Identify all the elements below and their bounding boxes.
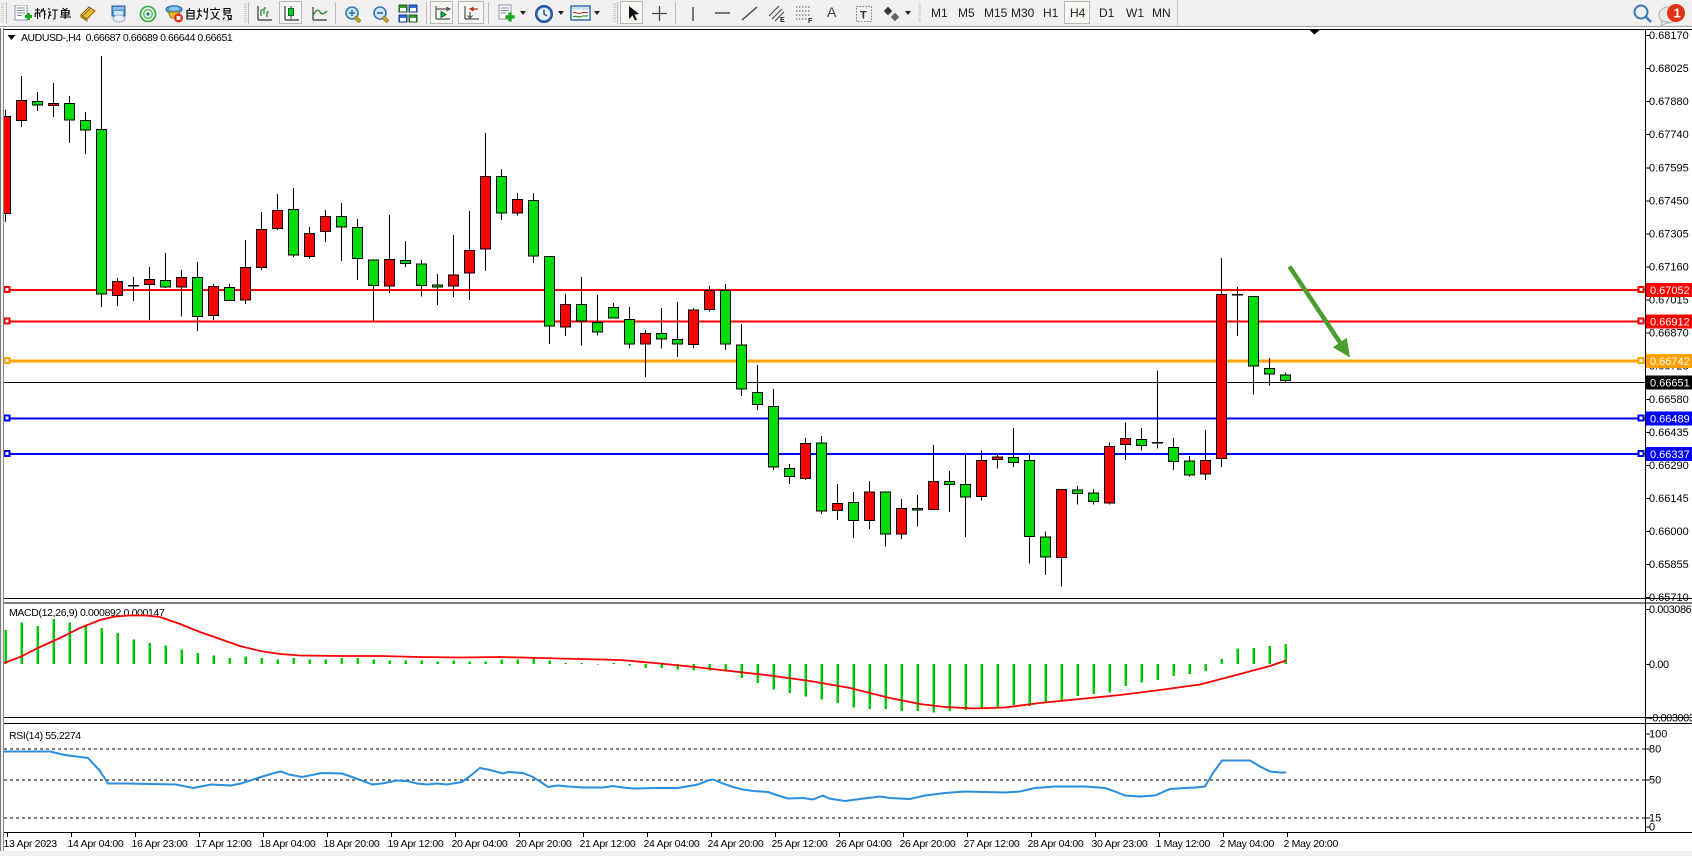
svg-text:27 Apr 12:00: 27 Apr 12:00 <box>964 838 1020 850</box>
svg-text:21 Apr 12:00: 21 Apr 12:00 <box>580 838 636 850</box>
svg-text:0.66145: 0.66145 <box>1649 493 1689 505</box>
svg-text:0.66742: 0.66742 <box>1650 356 1690 368</box>
svg-text:30 Apr 23:00: 30 Apr 23:00 <box>1092 838 1148 850</box>
svg-text:26 Apr 20:00: 26 Apr 20:00 <box>900 838 956 850</box>
svg-text:2 May 20:00: 2 May 20:00 <box>1284 838 1339 850</box>
svg-text:0.65855: 0.65855 <box>1649 559 1689 571</box>
svg-text:19 Apr 12:00: 19 Apr 12:00 <box>388 838 444 850</box>
svg-text:2 May 04:00: 2 May 04:00 <box>1220 838 1275 850</box>
svg-text:0.66337: 0.66337 <box>1650 449 1690 461</box>
svg-text:100: 100 <box>1649 728 1667 740</box>
svg-text:0.67880: 0.67880 <box>1649 96 1689 108</box>
svg-text:24 Apr 04:00: 24 Apr 04:00 <box>644 838 700 850</box>
svg-text:0.67052: 0.67052 <box>1650 285 1690 297</box>
svg-text:F: F <box>808 18 813 24</box>
svg-text:24 Apr 20:00: 24 Apr 20:00 <box>708 838 764 850</box>
svg-text:0.66651: 0.66651 <box>1650 378 1690 390</box>
svg-text:50: 50 <box>1649 775 1661 787</box>
svg-text:0.003086: 0.003086 <box>1649 604 1692 616</box>
svg-text:0.66580: 0.66580 <box>1649 394 1689 406</box>
svg-text:0.66290: 0.66290 <box>1649 460 1689 472</box>
svg-text:13 Apr 2023: 13 Apr 2023 <box>4 838 58 850</box>
svg-text:20 Apr 20:00: 20 Apr 20:00 <box>516 838 572 850</box>
svg-text:1 May 12:00: 1 May 12:00 <box>1156 838 1211 850</box>
svg-text:0.66000: 0.66000 <box>1649 526 1689 538</box>
svg-text:25 Apr 12:00: 25 Apr 12:00 <box>772 838 828 850</box>
svg-text:18 Apr 04:00: 18 Apr 04:00 <box>260 838 316 850</box>
svg-text:0.67305: 0.67305 <box>1649 228 1689 240</box>
svg-text:0.66489: 0.66489 <box>1650 414 1690 426</box>
svg-text:0.00: 0.00 <box>1649 659 1669 671</box>
svg-text:16 Apr 23:00: 16 Apr 23:00 <box>132 838 188 850</box>
svg-text:18 Apr 20:00: 18 Apr 20:00 <box>324 838 380 850</box>
svg-text:RSI(14) 55.2274: RSI(14) 55.2274 <box>9 730 81 742</box>
svg-text:1: 1 <box>1674 6 1681 21</box>
svg-text:26 Apr 04:00: 26 Apr 04:00 <box>836 838 892 850</box>
svg-text:0.67740: 0.67740 <box>1649 129 1689 141</box>
svg-text:0.68170: 0.68170 <box>1649 30 1689 42</box>
svg-text:0.66435: 0.66435 <box>1649 427 1689 439</box>
svg-text:-0.003003: -0.003003 <box>1649 713 1692 725</box>
svg-text:MACD(12,26,9) 0.000892 0.00014: MACD(12,26,9) 0.000892 0.000147 <box>9 607 165 619</box>
svg-text:0.65710: 0.65710 <box>1649 592 1689 604</box>
svg-text:20 Apr 04:00: 20 Apr 04:00 <box>452 838 508 850</box>
svg-text:15: 15 <box>1649 813 1661 825</box>
svg-text:0.67450: 0.67450 <box>1649 195 1689 207</box>
svg-text:28 Apr 04:00: 28 Apr 04:00 <box>1028 838 1084 850</box>
svg-text:E: E <box>780 17 785 24</box>
svg-text:0.68025: 0.68025 <box>1649 63 1689 75</box>
svg-text:0.67015: 0.67015 <box>1649 295 1689 307</box>
svg-text:80: 80 <box>1649 743 1661 755</box>
svg-text:17 Apr 12:00: 17 Apr 12:00 <box>196 838 252 850</box>
svg-text:T: T <box>860 10 867 22</box>
svg-text:0.67160: 0.67160 <box>1649 262 1689 274</box>
svg-text:AUDUSD-,H4 0.66687 0.66689 0.: AUDUSD-,H4 0.66687 0.66689 0.66644 0.666… <box>21 32 233 44</box>
svg-text:0.67595: 0.67595 <box>1649 162 1689 174</box>
svg-text:0.66912: 0.66912 <box>1650 317 1690 329</box>
svg-text:14 Apr 04:00: 14 Apr 04:00 <box>68 838 124 850</box>
svg-text:0: 0 <box>1649 821 1655 833</box>
svg-text:0.66870: 0.66870 <box>1649 328 1689 340</box>
